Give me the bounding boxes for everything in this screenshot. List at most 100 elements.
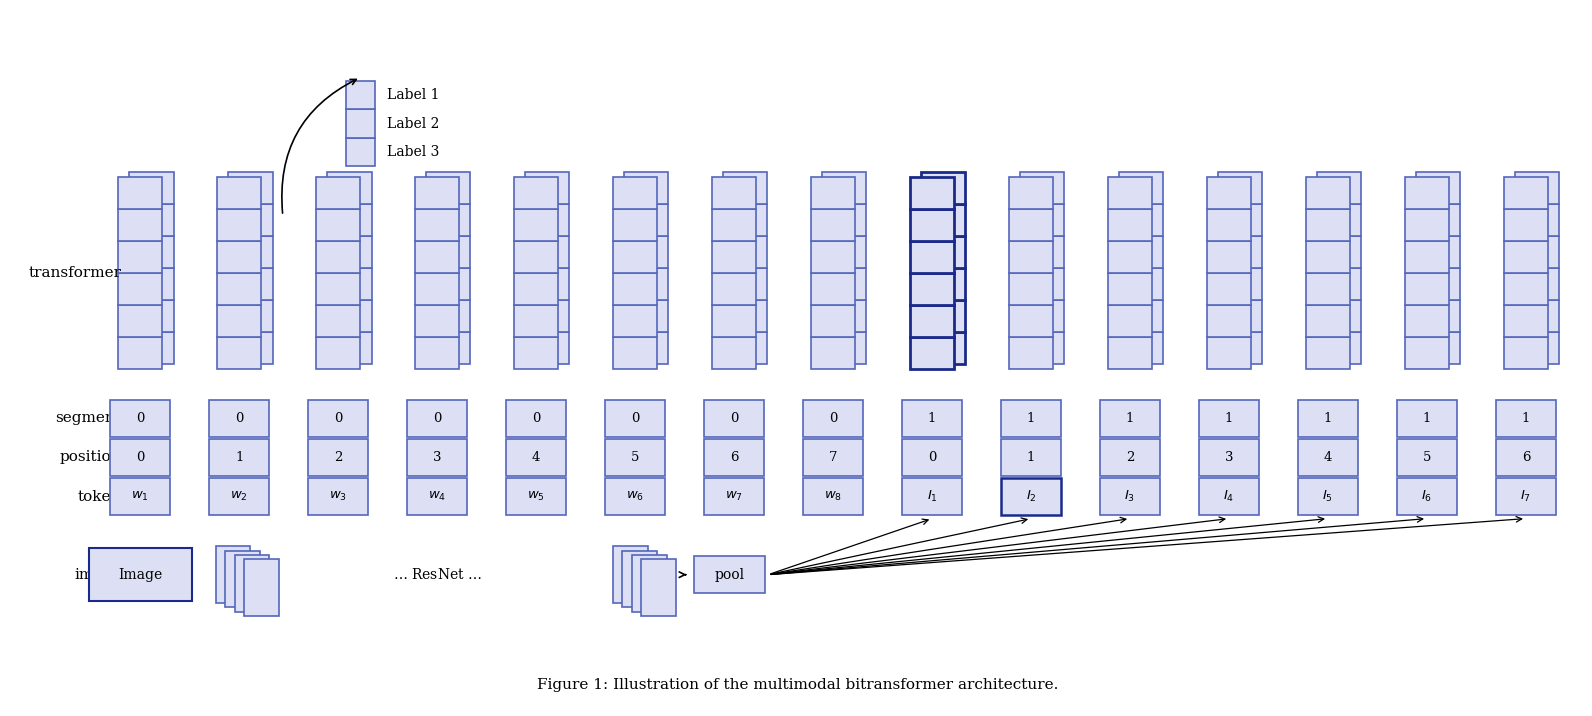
- Bar: [217, 177, 261, 209]
- Bar: [810, 273, 855, 305]
- Bar: [1516, 332, 1559, 364]
- Text: $I_{3}$: $I_{3}$: [1124, 489, 1135, 504]
- Text: $w_{7}$: $w_{7}$: [724, 490, 743, 503]
- Bar: [525, 236, 570, 268]
- Text: Label 2: Label 2: [387, 117, 439, 130]
- Bar: [317, 209, 360, 241]
- Bar: [821, 236, 866, 268]
- Bar: [228, 236, 272, 268]
- Text: 3: 3: [433, 451, 441, 464]
- Text: segment: segment: [56, 412, 121, 425]
- Text: $w_{8}$: $w_{8}$: [825, 490, 842, 503]
- Bar: [1009, 305, 1054, 337]
- Bar: [309, 478, 368, 515]
- Bar: [118, 337, 162, 369]
- Bar: [525, 204, 570, 236]
- Bar: [1207, 177, 1251, 209]
- Bar: [129, 172, 174, 204]
- Bar: [1119, 300, 1164, 332]
- Bar: [525, 300, 570, 332]
- Bar: [802, 439, 863, 476]
- Text: 1: 1: [1027, 412, 1035, 425]
- Bar: [605, 400, 665, 437]
- Bar: [234, 555, 269, 611]
- Bar: [613, 305, 657, 337]
- Bar: [217, 241, 261, 273]
- Bar: [118, 241, 162, 273]
- Bar: [328, 300, 371, 332]
- Text: 1: 1: [1423, 412, 1431, 425]
- Bar: [408, 478, 468, 515]
- Bar: [1504, 337, 1547, 369]
- Bar: [821, 332, 866, 364]
- Bar: [1108, 177, 1153, 209]
- Text: 5: 5: [1423, 451, 1431, 464]
- Bar: [911, 177, 954, 209]
- Bar: [613, 546, 648, 603]
- Text: $w_{6}$: $w_{6}$: [626, 490, 645, 503]
- Bar: [1218, 204, 1262, 236]
- Bar: [129, 236, 174, 268]
- Bar: [525, 172, 570, 204]
- Text: 4: 4: [1325, 451, 1333, 464]
- Bar: [1305, 209, 1350, 241]
- Bar: [712, 337, 756, 369]
- Bar: [1504, 305, 1547, 337]
- Bar: [1504, 273, 1547, 305]
- Bar: [723, 332, 767, 364]
- Bar: [1020, 204, 1065, 236]
- Bar: [810, 241, 855, 273]
- Bar: [427, 204, 471, 236]
- Bar: [911, 209, 954, 241]
- Bar: [1415, 268, 1460, 300]
- Text: 0: 0: [137, 412, 145, 425]
- Bar: [911, 337, 954, 369]
- Text: $I_{4}$: $I_{4}$: [1223, 489, 1235, 504]
- Bar: [118, 209, 162, 241]
- Bar: [922, 332, 965, 364]
- Bar: [345, 137, 374, 166]
- Bar: [802, 400, 863, 437]
- Text: 1: 1: [1126, 412, 1134, 425]
- Bar: [1396, 478, 1457, 515]
- Bar: [1199, 400, 1259, 437]
- Text: 0: 0: [731, 412, 739, 425]
- Bar: [228, 300, 272, 332]
- Bar: [1516, 172, 1559, 204]
- Bar: [605, 439, 665, 476]
- Bar: [712, 209, 756, 241]
- Bar: [1317, 172, 1361, 204]
- Bar: [1009, 273, 1054, 305]
- Bar: [1415, 236, 1460, 268]
- Text: 1: 1: [1027, 451, 1035, 464]
- Bar: [525, 268, 570, 300]
- Text: 0: 0: [829, 412, 837, 425]
- Bar: [1020, 236, 1065, 268]
- Bar: [1504, 177, 1547, 209]
- Bar: [1404, 337, 1449, 369]
- Bar: [922, 236, 965, 268]
- Bar: [810, 177, 855, 209]
- Text: position: position: [60, 450, 121, 465]
- Bar: [624, 172, 669, 204]
- Bar: [1404, 241, 1449, 273]
- Text: Label 3: Label 3: [387, 145, 439, 159]
- Bar: [642, 559, 677, 616]
- Bar: [1218, 236, 1262, 268]
- Bar: [118, 273, 162, 305]
- Bar: [704, 400, 764, 437]
- Bar: [514, 273, 559, 305]
- Text: Image: Image: [118, 568, 162, 581]
- Bar: [1404, 305, 1449, 337]
- Bar: [514, 209, 559, 241]
- Text: 0: 0: [433, 412, 441, 425]
- Bar: [416, 273, 460, 305]
- Text: $I_{6}$: $I_{6}$: [1422, 489, 1433, 504]
- Bar: [1415, 172, 1460, 204]
- Bar: [802, 478, 863, 515]
- Bar: [514, 177, 559, 209]
- Bar: [723, 172, 767, 204]
- Bar: [110, 439, 170, 476]
- Text: 0: 0: [137, 451, 145, 464]
- Bar: [1305, 273, 1350, 305]
